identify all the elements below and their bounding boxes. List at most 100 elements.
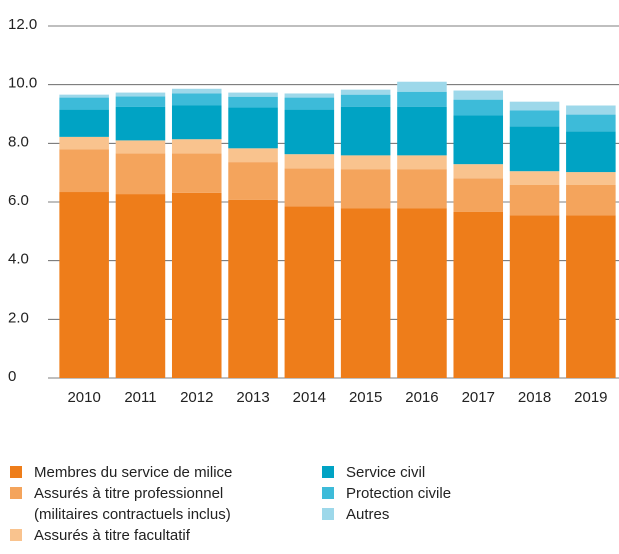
bar-segment [509,126,560,172]
legend-item: Autres [322,504,586,525]
legend-item: Assurés à titre professionnel (militaire… [10,483,322,525]
bar-segment [453,178,504,212]
legend-label: Protection civile [346,485,452,502]
bar-segment [115,140,166,154]
x-tick-label: 2014 [293,389,326,406]
x-tick-label: 2011 [124,389,156,406]
x-tick-label: 2013 [236,389,269,406]
bar-segment [566,172,616,185]
bar-segment [340,208,391,378]
bar-segment [453,99,504,116]
bar-segment [397,106,447,156]
bar-segment [171,139,222,154]
bar-segment [115,92,166,97]
bar-segment [453,115,504,165]
legend-label: Autres [346,506,390,523]
bar-segment [397,155,447,170]
bar-segment [115,194,166,378]
bar-segment [566,131,616,173]
bar-segment [340,94,391,107]
legend-swatch [10,487,22,499]
y-tick-label: 8.0 [8,133,29,150]
bar-segment [453,211,504,378]
bar-segment [509,171,560,185]
x-tick-label: 2012 [180,389,213,406]
bar-segment [228,199,278,378]
bar-segment [509,110,560,127]
bar-segment [397,81,447,92]
bar-segment [509,101,560,111]
y-tick-label: 6.0 [8,192,29,209]
x-tick-label: 2016 [405,389,438,406]
bar-segment [397,169,447,209]
bar-segment [284,97,335,110]
bar-segment [171,153,222,193]
legend-swatch [10,466,22,478]
bar-segment [397,91,447,107]
bar-segment [115,153,166,195]
bar-segment [340,155,391,170]
legend-label: Assurés à titre facultatif [34,527,190,544]
bar-segment [340,169,391,209]
legend-label: Membres du service de milice [34,464,233,481]
x-tick-label: 2018 [518,389,551,406]
legend-swatch [10,529,22,541]
legend-item: Assurés à titre facultatif [10,525,322,546]
bar-segment [171,88,222,94]
bar-segment [59,94,109,98]
bar-segment [284,206,335,378]
bar-segment [340,89,391,95]
legend-item: Protection civile [322,483,586,504]
legend: Membres du service de milice Assurés à ti… [10,462,586,546]
bar-segment [509,184,560,216]
bar-segment [59,149,109,193]
legend-column: Membres du service de milice Assurés à ti… [10,462,322,546]
bar-segment [59,136,109,150]
x-tick-label: 2010 [67,389,100,406]
bar-segment [397,208,447,378]
bar-segment [228,107,278,149]
x-tick-label: 2015 [349,389,382,406]
y-tick-label: 2.0 [8,309,29,326]
bar-segment [566,105,616,115]
bar-segment [228,96,278,108]
bar-segment [453,90,504,100]
bar-segment [171,192,222,378]
legend-label: Service civil [346,464,426,481]
bar-segment [566,215,616,378]
bar-segment [453,164,504,179]
bar-segment [566,114,616,132]
bar-segment [115,96,166,107]
legend-swatch [322,508,334,520]
bar-segment [228,162,278,200]
bar-segment [115,106,166,141]
bar-segment [59,192,109,378]
bar-segment [340,106,391,156]
y-tick-label: 12.0 [8,16,37,33]
bar-segment [59,109,109,137]
bar-segment [284,154,335,169]
bar-segment [171,93,222,106]
y-tick-label: 4.0 [8,251,29,268]
legend-item: Service civil [322,462,586,483]
x-tick-label: 2017 [462,389,495,406]
y-tick-label: 10.0 [8,75,37,92]
bar-segment [228,92,278,97]
legend-swatch [322,466,334,478]
bar-segment [284,93,335,98]
bar-segment [509,215,560,378]
legend-column: Service civil Protection civile Autres [322,462,586,546]
bar-segment [284,109,335,155]
legend-item: Membres du service de milice [10,462,322,483]
x-tick-label: 2019 [574,389,607,406]
legend-swatch [322,487,334,499]
legend-label: Assurés à titre professionnel (militaire… [34,485,231,523]
bar-segment [171,105,222,140]
bar-segment [228,148,278,163]
bar-segment [566,184,616,216]
y-tick-label: 0 [8,368,16,385]
bar-segment [284,168,335,207]
chart: 0 2.0 4.0 6.0 8.0 10.0 12.0 2010 2011 2012 2013 201… [8,16,619,406]
bar-segment [59,97,109,110]
